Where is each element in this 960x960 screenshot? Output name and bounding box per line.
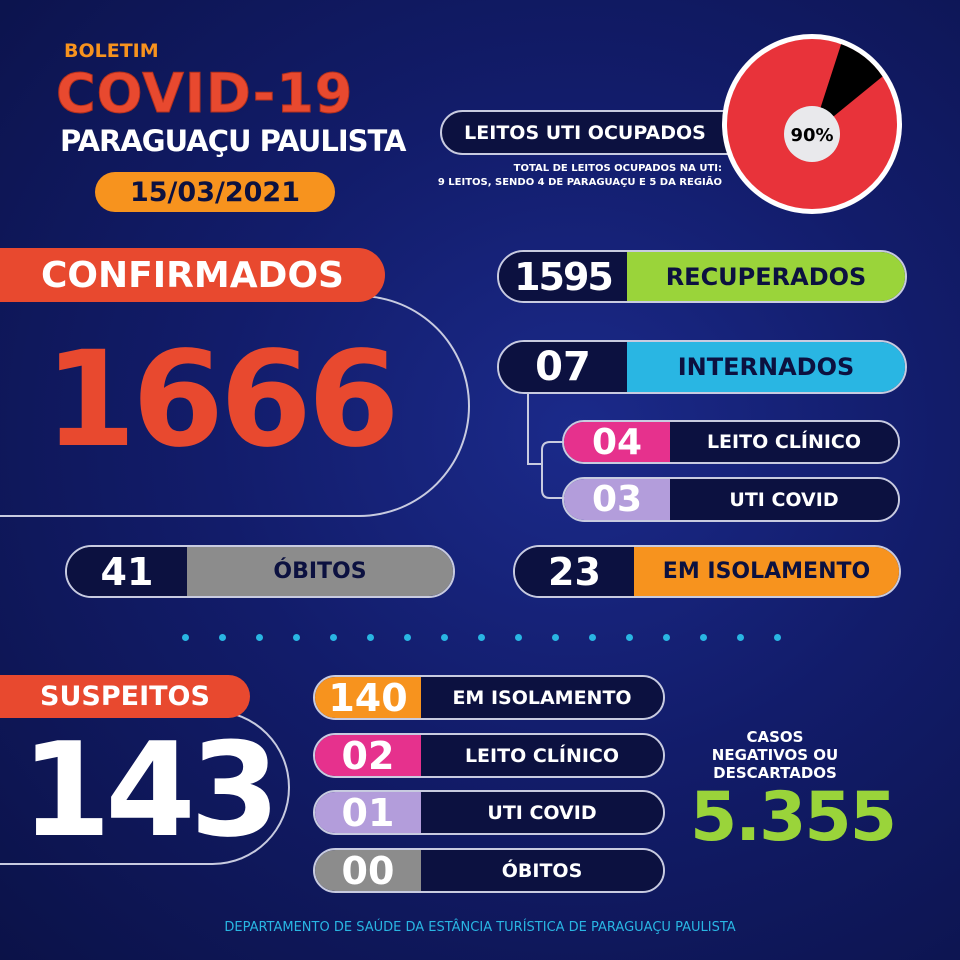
confirmed-label: CONFIRMADOS (0, 248, 385, 302)
divider-dot (219, 634, 226, 641)
recovered-label: RECUPERADOS (627, 252, 905, 301)
pie-slice-free (812, 44, 883, 134)
divider-dot (700, 634, 707, 641)
hospitalized-value: 07 (499, 342, 627, 392)
clinical-bed-label: LEITO CLÍNICO (670, 422, 898, 462)
suspects-row: 140 EM ISOLAMENTO (313, 675, 665, 720)
isolation-pill: 23 EM ISOLAMENTO (513, 545, 901, 598)
isolation-label: EM ISOLAMENTO (634, 547, 899, 596)
icu-covid-label: UTI COVID (670, 479, 898, 520)
negatives-label: CASOS NEGATIVOS OU DESCARTADOS (690, 728, 860, 782)
icu-covid-pill: 03 UTI COVID (562, 477, 900, 522)
icu-note: TOTAL DE LEITOS OCUPADOS NA UTI: 9 LEITO… (438, 162, 722, 190)
divider-dot (663, 634, 670, 641)
hospitalized-connector (527, 392, 566, 499)
recovered-pill: 1595 RECUPERADOS (497, 250, 907, 303)
deaths-pill: 41 ÓBITOS (65, 545, 455, 598)
deaths-label: ÓBITOS (187, 547, 453, 596)
divider-dot (256, 634, 263, 641)
divider-dot (589, 634, 596, 641)
icu-occupied-label: LEITOS UTI OCUPADOS (440, 110, 770, 155)
isolation-value: 23 (515, 547, 634, 596)
suspects-row: 02 LEITO CLÍNICO (313, 733, 665, 778)
divider-dot (404, 634, 411, 641)
suspects-value: 143 (20, 714, 280, 866)
divider-dot (626, 634, 633, 641)
hospitalized-label: INTERNADOS (627, 342, 905, 392)
suspects-row-label: EM ISOLAMENTO (421, 677, 663, 718)
icu-pie-chart: 90% (722, 34, 902, 214)
hospitalized-pill: 07 INTERNADOS (497, 340, 907, 394)
deaths-value: 41 (67, 547, 187, 596)
city-name: PARAGUAÇU PAULISTA (60, 124, 406, 158)
divider-dot (182, 634, 189, 641)
negatives-line3: DESCARTADOS (713, 764, 837, 782)
negatives-line1: CASOS (746, 728, 804, 746)
negatives-value: 5.355 (689, 777, 897, 857)
pie-percent-label: 90% (790, 125, 833, 146)
negatives-line2: NEGATIVOS OU (711, 746, 839, 764)
suspects-row-label: LEITO CLÍNICO (421, 735, 663, 776)
suspects-row-value: 140 (315, 677, 421, 718)
pie-center (784, 106, 840, 162)
icu-note-line2: 9 LEITOS, SENDO 4 DE PARAGUAÇU E 5 DA RE… (437, 177, 722, 188)
divider-dot (515, 634, 522, 641)
divider-dot (367, 634, 374, 641)
icu-note-line1: TOTAL DE LEITOS OCUPADOS NA UTI: (513, 163, 722, 174)
suspects-row-value: 02 (315, 735, 421, 776)
suspects-label: SUSPEITOS (0, 675, 250, 718)
divider-dot (330, 634, 337, 641)
date-badge: 15/03/2021 (95, 172, 335, 212)
suspects-row-label: ÓBITOS (421, 850, 663, 891)
suspects-row: 01 UTI COVID (313, 790, 665, 835)
confirmed-value: 1666 (44, 323, 399, 477)
footer-text: DEPARTAMENTO DE SAÚDE DA ESTÂNCIA TURÍST… (224, 919, 736, 935)
suspects-row-value: 00 (315, 850, 421, 891)
recovered-value: 1595 (499, 252, 627, 301)
icu-covid-value: 03 (564, 479, 670, 520)
suspects-row: 00 ÓBITOS (313, 848, 665, 893)
divider-dot (478, 634, 485, 641)
suspects-row-label: UTI COVID (421, 792, 663, 833)
divider-dot (441, 634, 448, 641)
divider-dot (774, 634, 781, 641)
divider-dot (552, 634, 559, 641)
divider-dot (293, 634, 300, 641)
suspects-row-value: 01 (315, 792, 421, 833)
divider-dot (737, 634, 744, 641)
clinical-bed-value: 04 (564, 422, 670, 462)
title: COVID-19 (55, 62, 354, 126)
bulletin-label: BOLETIM (64, 40, 159, 62)
clinical-bed-pill: 04 LEITO CLÍNICO (562, 420, 900, 464)
